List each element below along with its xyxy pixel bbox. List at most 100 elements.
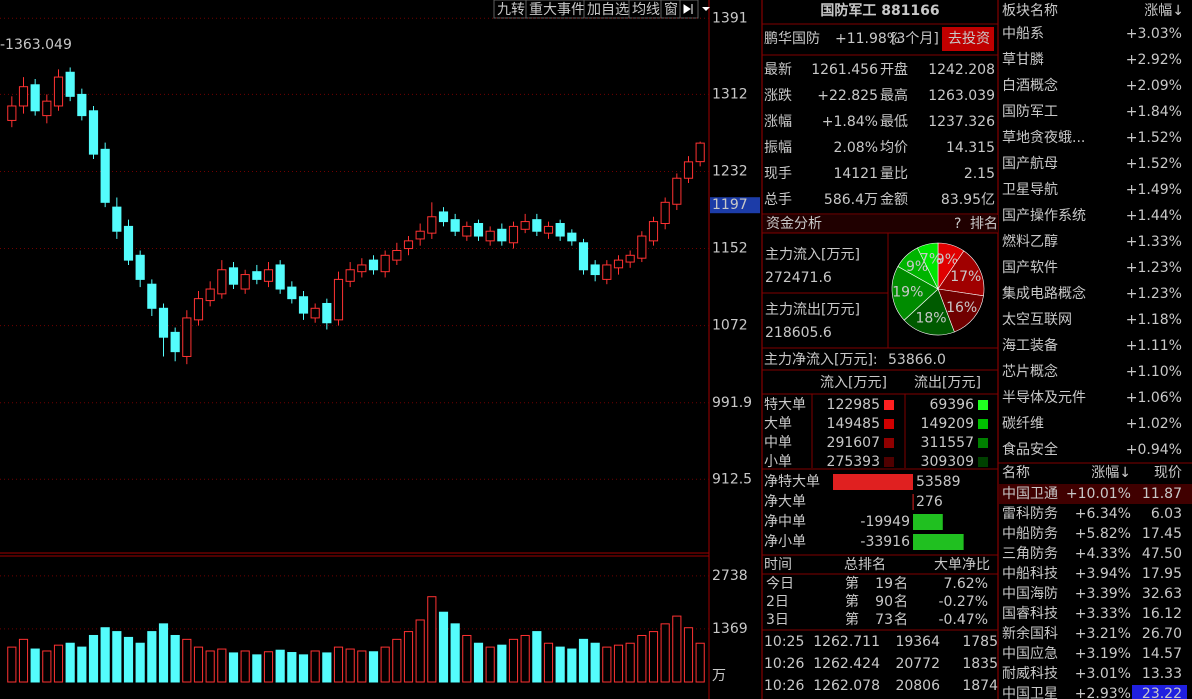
candle-body <box>123 225 134 261</box>
sector-change: +1.84% <box>1126 104 1182 120</box>
volume-bar <box>473 642 484 683</box>
quote-value: 83.95亿 <box>941 192 995 208</box>
candle-body <box>100 148 110 203</box>
inflow-swatch <box>884 419 894 429</box>
volume-bar <box>182 638 192 683</box>
sector-name: 国产软件 <box>1002 260 1058 276</box>
price-highlight <box>1132 685 1187 699</box>
flow-label: 小单 <box>764 454 792 470</box>
column-header: 流入[万元] <box>820 375 887 391</box>
stock-change: +3.21% <box>1075 626 1131 642</box>
outflow-swatch <box>978 400 988 410</box>
net-label: 净小单 <box>764 534 806 550</box>
y-tick-label: 991.9 <box>712 395 752 411</box>
candle-body <box>333 278 344 321</box>
quote-label: 振幅 <box>764 140 792 156</box>
quote-value: 14121 <box>833 166 878 182</box>
flow-label: 中单 <box>764 435 792 451</box>
quote-label: 金额 <box>880 192 908 208</box>
quote-value: 1242.208 <box>928 62 995 78</box>
toolbar-dropdown[interactable] <box>702 7 710 11</box>
candle-body <box>602 264 612 280</box>
flow-label: 大单 <box>764 416 792 432</box>
candle-body <box>555 223 565 237</box>
rank-text: 名 <box>894 612 908 628</box>
volume-bar <box>462 634 472 683</box>
volume-bar <box>333 646 344 683</box>
rank-period: 2日 <box>766 594 789 610</box>
quote-value: +1.84% <box>822 114 878 130</box>
volume-bar <box>345 648 355 683</box>
price-marker: -1363.049 <box>0 37 72 53</box>
net-inflow-value: 53866.0 <box>888 352 946 368</box>
pie-slice <box>903 288 955 336</box>
quote-label: 总手 <box>764 192 792 208</box>
stock-name: 耐威科技 <box>1002 666 1058 682</box>
pie-slice <box>917 242 939 290</box>
candle-body <box>170 331 180 353</box>
volume-bar <box>637 634 647 683</box>
stock-change: +3.94% <box>1075 566 1131 582</box>
sector-change: +1.49% <box>1126 182 1182 198</box>
candle-body <box>427 216 437 234</box>
candle-body <box>287 286 297 300</box>
candle-body <box>392 249 402 261</box>
volume-bar <box>123 636 134 683</box>
outflow-value: 149209 <box>921 416 974 432</box>
volume-bar <box>193 646 204 683</box>
sector-name: 半导体及元件 <box>1002 390 1086 406</box>
candle-body <box>7 105 17 121</box>
volume-bar <box>438 611 449 683</box>
y-tick-label: 912.5 <box>712 471 752 487</box>
pie-label: 19% <box>892 285 923 301</box>
stock-change: +3.33% <box>1075 606 1131 622</box>
quote-value: 1237.326 <box>928 114 995 130</box>
volume-bar <box>77 646 87 683</box>
candle-body <box>322 302 332 324</box>
net-bar <box>833 474 913 490</box>
sector-name: 集成电路概念 <box>1002 285 1086 302</box>
candle-body <box>263 269 274 282</box>
volume-bar <box>275 649 285 683</box>
volume-bar <box>648 631 659 683</box>
stock-price: 47.50 <box>1142 546 1182 562</box>
candle-body <box>543 225 554 234</box>
quote-label: 涨幅 <box>764 114 792 130</box>
candle-body <box>497 228 507 242</box>
volume-bar <box>42 650 52 683</box>
sector-name: 海工装备 <box>1002 337 1058 354</box>
candle-body <box>450 219 460 232</box>
sector-change: +1.33% <box>1126 234 1182 250</box>
sector-change: +2.09% <box>1126 78 1182 94</box>
net-label: 净大单 <box>764 494 806 510</box>
sector-name: 芯片概念 <box>1002 363 1058 380</box>
volume-bar <box>368 651 379 683</box>
volume-bar <box>520 634 530 683</box>
tick-time: 10:26 <box>764 656 804 672</box>
big-order-ratio: -0.47% <box>938 612 988 628</box>
stock-name: 三角防务 <box>1002 546 1058 562</box>
sector-name: 国产航母 <box>1002 156 1058 172</box>
tick-amount: 1874 <box>962 678 998 694</box>
column-header: 名称 <box>1002 465 1030 481</box>
candle-body <box>380 254 390 273</box>
candle-body <box>298 296 309 314</box>
net-inflow-label: 主力净流入[万元]: <box>764 352 878 368</box>
stock-price: 11.87 <box>1142 486 1182 502</box>
invest-button[interactable] <box>942 27 994 51</box>
stock-name: 中国应急 <box>1002 645 1058 662</box>
candle-body <box>345 269 355 282</box>
candle-body <box>368 259 379 271</box>
tick-price: 1262.711 <box>813 634 880 650</box>
candle-body <box>695 142 705 163</box>
outflow-swatch <box>978 438 988 448</box>
net-value: -19949 <box>860 514 910 530</box>
volume-bar <box>543 642 554 683</box>
pie-slice <box>937 288 984 333</box>
volume-bar <box>625 642 635 683</box>
y-tick-label: 2738 <box>712 568 748 584</box>
tick-volume: 19364 <box>895 634 940 650</box>
volume-bar <box>205 650 215 683</box>
